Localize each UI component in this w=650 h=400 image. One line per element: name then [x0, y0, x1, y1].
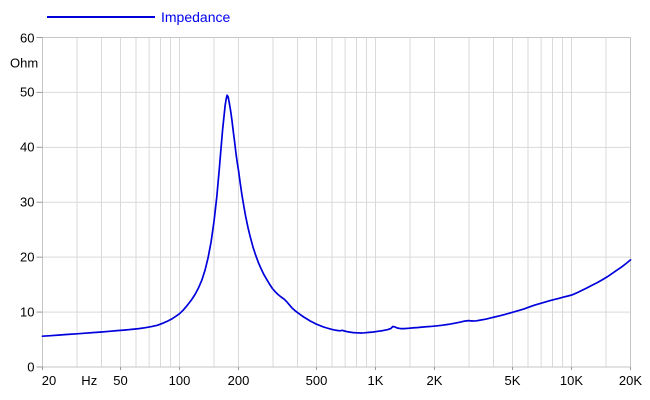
- impedance-curve: [41, 94, 632, 338]
- x-axis-unit-label: Hz: [81, 373, 98, 388]
- x-tick-label: 100: [168, 373, 191, 388]
- y-tick-label: 60: [20, 30, 35, 45]
- y-tick-label: 10: [20, 304, 35, 320]
- y-tick-label: 40: [20, 139, 35, 155]
- y-tick-label: 0: [27, 359, 35, 375]
- x-tick-label: 20: [41, 373, 57, 388]
- x-tick-label: 5K: [504, 373, 521, 388]
- x-tick-label: 2K: [426, 373, 443, 388]
- x-tick-label: 20K: [618, 373, 643, 388]
- y-tick-label: 20: [20, 249, 35, 265]
- legend-label: Impedance: [161, 9, 231, 25]
- y-axis-unit-label: Ohm: [10, 55, 39, 71]
- y-tick-label: 50: [20, 84, 35, 100]
- x-tick-label: 500: [305, 373, 328, 388]
- x-tick-label: 50: [113, 373, 128, 388]
- x-tick-label: 10K: [559, 373, 584, 388]
- x-tick-label: 1K: [367, 373, 384, 388]
- legend: Impedance: [47, 10, 230, 24]
- x-tick-label: 200: [227, 373, 250, 388]
- legend-line-swatch: [47, 16, 155, 18]
- y-tick-label: 30: [20, 194, 35, 210]
